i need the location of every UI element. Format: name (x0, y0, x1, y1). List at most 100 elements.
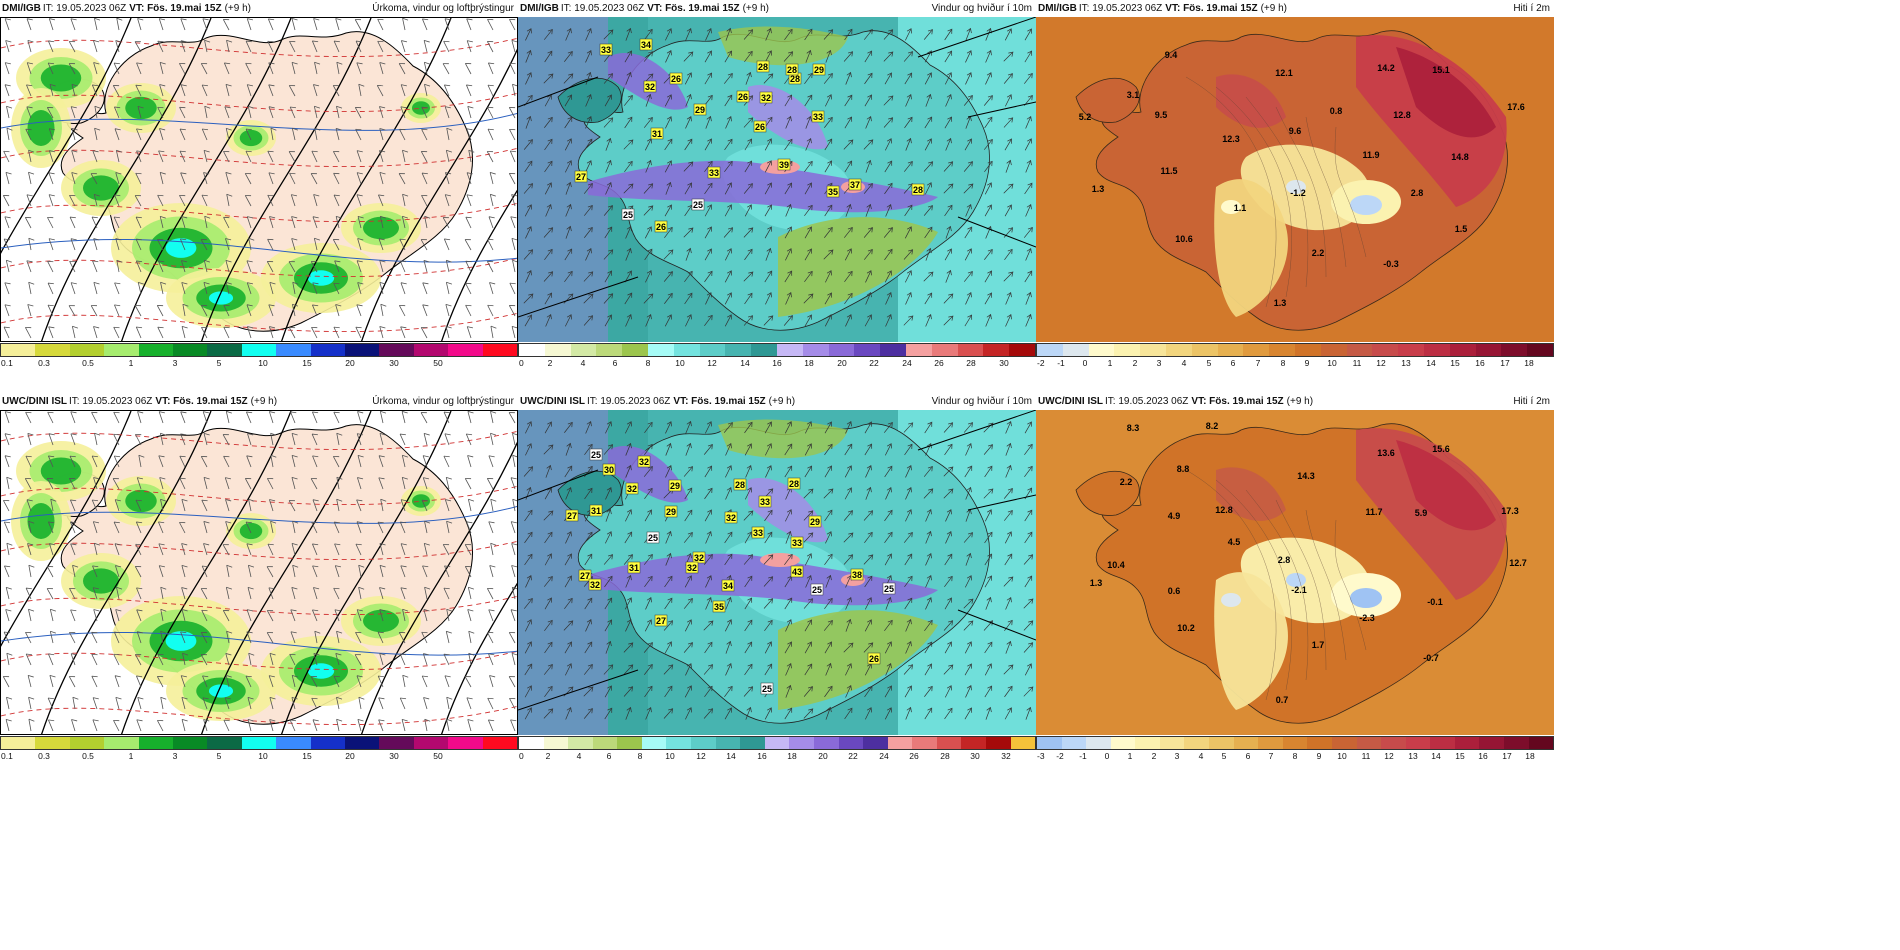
model-source: UWC/DINI ISL (520, 396, 585, 407)
map-value-label: -0.7 (1423, 653, 1439, 663)
map-value-label: 9.5 (1155, 110, 1168, 120)
map-panel-wind: UWC/DINI ISL IT: 19.05.2023 06Z VT: Fös. 1… (518, 393, 1036, 770)
colorbar-swatch (413, 737, 449, 749)
colorbar-swatch (1320, 344, 1347, 356)
map-value-label: 35 (826, 185, 840, 198)
colorbar-tick-label: 10 (258, 358, 268, 368)
map-canvas (1, 18, 517, 341)
colorbar-tick-label: 15 (1450, 358, 1460, 368)
svg-text:25: 25 (884, 584, 894, 594)
map-value-label: 4.9 (1168, 511, 1181, 521)
colorbar-swatch (715, 737, 741, 749)
colorbar-tick-label: 4 (580, 358, 586, 368)
colorbar-swatch (276, 344, 311, 356)
svg-text:0.8: 0.8 (1330, 106, 1343, 116)
colorbar-tick-label: 14 (740, 358, 750, 368)
colorbar-tick-label: 2 (545, 751, 551, 761)
colorbar (1036, 736, 1554, 750)
colorbar-tick-label: 6 (606, 751, 612, 761)
svg-text:28: 28 (735, 480, 745, 490)
colorbar-swatch (35, 344, 70, 356)
svg-text:25: 25 (648, 533, 658, 543)
colorbar-swatch (379, 344, 414, 356)
svg-text:15.1: 15.1 (1432, 65, 1450, 75)
svg-text:29: 29 (814, 65, 824, 75)
svg-text:9.6: 9.6 (1289, 126, 1302, 136)
colorbar-swatch (1037, 737, 1062, 749)
map-value-label: 32 (643, 80, 657, 93)
svg-text:31: 31 (652, 129, 662, 139)
colorbar-swatch (1405, 737, 1431, 749)
colorbar-ticks: -3 -2 -1 0 1 2 3 4 5 6 7 8 9 10 11 12 13 14 15 16 17 18 (1036, 751, 1554, 765)
colorbar-tick-label: 6 (1230, 358, 1236, 368)
colorbar-swatch (1372, 344, 1399, 356)
colorbar-swatch (1061, 737, 1087, 749)
map-canvas: 25 32 30 32 29 28 27 29 28 33 32 29 31 33 25 32 33 31 32 34… (518, 410, 1036, 735)
colorbar-swatch (863, 737, 888, 749)
panel-header: DMI/IGB IT: 19.05.2023 06Z VT: Fös. 19.mai… (1036, 0, 1554, 17)
colorbar-swatch (985, 737, 1011, 749)
map-value-label: 25 (691, 198, 705, 211)
map-value-label: 15.1 (1432, 65, 1450, 75)
valid-time: VT: Fös. 19.mai 15Z (1191, 396, 1284, 407)
colorbar-ticks: -2 -1 0 1 2 3 4 5 6 7 8 9 10 11 12 13 14 15 16 17 18 (1036, 358, 1554, 372)
svg-text:17.3: 17.3 (1501, 506, 1519, 516)
colorbar-ticks: 0 2 4 6 8 10 12 14 16 18 20 22 24 26 28 30 32 (518, 751, 1036, 765)
map-value-label: 11.9 (1362, 150, 1379, 160)
colorbar-swatch (1430, 737, 1455, 749)
colorbar-swatch (519, 737, 544, 749)
colorbar-tick-label: 1 (128, 358, 134, 368)
colorbar-swatch (570, 344, 597, 356)
colorbar-swatch (1398, 344, 1424, 356)
model-source: DMI/IGB (2, 3, 41, 14)
variable-title: Úrkoma, vindur og loftþrýstingur (372, 3, 514, 14)
map-value-label: 32 (685, 561, 699, 574)
svg-text:32: 32 (627, 484, 637, 494)
svg-text:17.6: 17.6 (1507, 102, 1525, 112)
svg-text:1.5: 1.5 (1455, 224, 1468, 234)
map-value-label: 5.2 (1079, 112, 1092, 122)
colorbar-swatch (751, 344, 777, 356)
svg-text:5.9: 5.9 (1415, 508, 1428, 518)
colorbar-tick-label: 7 (1268, 751, 1274, 761)
colorbar-swatch (1, 737, 36, 749)
svg-text:12.1: 12.1 (1275, 68, 1293, 78)
colorbar-tick-label: 22 (869, 358, 879, 368)
map-value-label: 38 (850, 568, 864, 581)
colorbar-swatch (543, 737, 569, 749)
colorbar-swatch (544, 344, 571, 356)
colorbar-tick-label: 16 (1478, 751, 1488, 761)
svg-text:25: 25 (623, 210, 633, 220)
colorbar-tick-label: 0.5 (82, 358, 94, 368)
svg-text:27: 27 (567, 511, 577, 521)
colorbar-tick-label: 24 (879, 751, 889, 761)
map-panel-temp: UWC/DINI ISL IT: 19.05.2023 06Z VT: Fös. 1… (1036, 393, 1554, 770)
map-value-label: 5.9 (1415, 508, 1428, 518)
map-value-label: 15.6 (1432, 444, 1450, 454)
map-value-label: 28 (911, 183, 925, 196)
svg-text:15.6: 15.6 (1432, 444, 1450, 454)
model-source: UWC/DINI ISL (1038, 396, 1103, 407)
map-value-label: 14.2 (1377, 63, 1395, 73)
svg-text:-0.7: -0.7 (1423, 653, 1439, 663)
svg-text:1.1: 1.1 (1234, 203, 1247, 213)
lead-time: (+9 h) (224, 3, 251, 14)
colorbar-swatch (776, 344, 803, 356)
colorbar-swatch (936, 737, 962, 749)
map-value-label: 32 (625, 482, 639, 495)
map-canvas: 8.3 8.2 13.6 15.6 2.2 8.8 14.3 12.8 11.7 5.9 17.3 4… (1036, 410, 1554, 735)
map-value-label: 11.5 (1160, 166, 1177, 176)
colorbar-tick-label: 20 (837, 358, 847, 368)
svg-text:43: 43 (792, 567, 802, 577)
svg-text:1.7: 1.7 (1312, 640, 1325, 650)
colorbar (0, 736, 518, 750)
lead-time: (+9 h) (1286, 396, 1314, 407)
svg-text:13.6: 13.6 (1377, 448, 1395, 458)
map-value-label: 33 (811, 110, 825, 123)
map-value-label: 25 (621, 208, 635, 221)
map-value-label: 29 (812, 63, 826, 76)
map-value-label: 25 (646, 531, 660, 544)
svg-text:32: 32 (687, 563, 697, 573)
colorbar-swatch (1381, 737, 1406, 749)
colorbar-swatch (1282, 737, 1308, 749)
